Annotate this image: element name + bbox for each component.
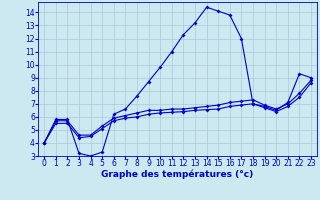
X-axis label: Graphe des températures (°c): Graphe des températures (°c) <box>101 170 254 179</box>
